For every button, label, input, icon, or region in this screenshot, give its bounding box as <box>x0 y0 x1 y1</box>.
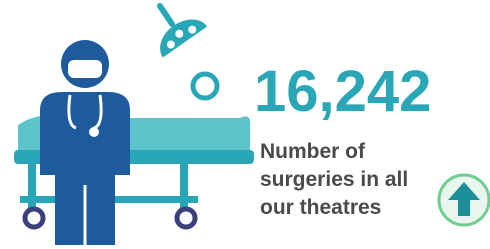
stat-value: 16,242 <box>254 59 431 124</box>
lamp-ring <box>193 74 217 98</box>
stat-label-line: Number of <box>260 140 366 163</box>
up-arrow-icon <box>439 175 489 225</box>
infographic: 16,242 Number of surgeries in all our th… <box>0 0 490 249</box>
stat-label-line: surgeries in all <box>260 168 408 191</box>
surgical-lamp <box>151 6 207 57</box>
stat-label-line: our theatres <box>260 196 381 219</box>
surgeon <box>40 40 130 245</box>
